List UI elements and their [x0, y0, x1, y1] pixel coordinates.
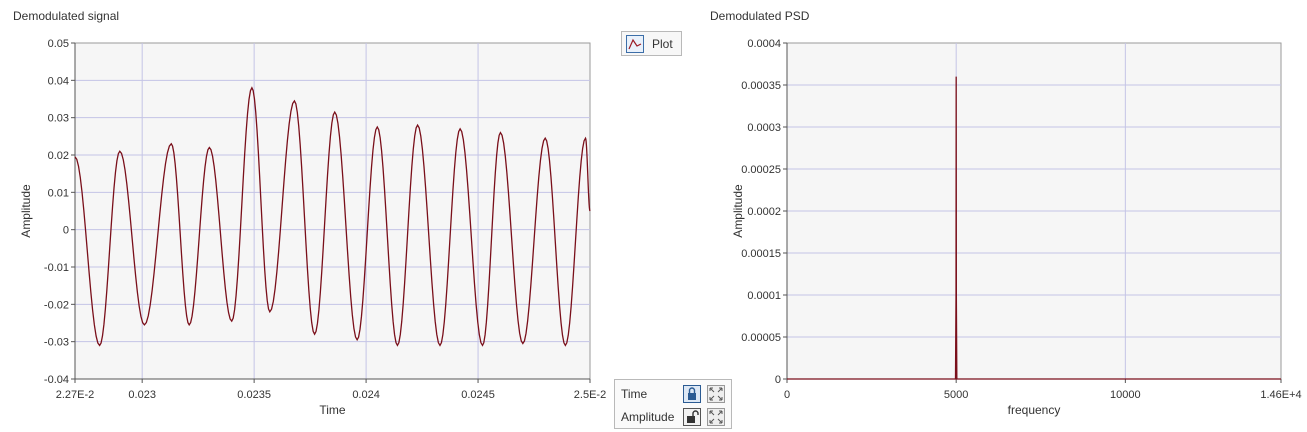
right-graph-title: Demodulated PSD: [710, 9, 810, 23]
series-line: [787, 76, 1281, 380]
x-axis-title: frequency: [1008, 403, 1061, 417]
y-tick-label: 0.00005: [741, 332, 781, 344]
x-tick-label: 0.0245: [461, 389, 495, 401]
right-chart[interactable]: 0 5000 10000 1.46E+4 0 0.00005 0.0001 0.00015 0.…: [731, 38, 1302, 417]
autoscale-icon[interactable]: [707, 408, 725, 426]
x-axis-title: Time: [319, 403, 346, 417]
y-tick-label: 0: [775, 374, 781, 386]
y-tick-label: 0.00015: [741, 248, 781, 260]
x-tick-label: 0.0235: [237, 389, 271, 401]
y-tick-label: 0.03: [48, 113, 69, 125]
plot-legend[interactable]: Plot: [621, 31, 682, 56]
series-line: [74, 86, 591, 347]
x-tick-label: 0: [784, 389, 790, 401]
scale-row-time: Time: [615, 383, 731, 405]
plot-area[interactable]: [74, 42, 591, 380]
y-tick-label: 0.0004: [747, 38, 781, 50]
y-tick-label: -0.04: [44, 374, 69, 386]
y-axis-title: Amplitude: [731, 184, 745, 238]
y-tick-label: 0.00035: [741, 80, 781, 92]
unlock-icon[interactable]: [683, 408, 701, 426]
x-tick-label: 0.024: [352, 389, 380, 401]
x-tick-label: 10000: [1110, 389, 1141, 401]
y-tick-label: 0.05: [48, 38, 69, 50]
x-tick-label: 0.023: [128, 389, 156, 401]
y-tick-label: 0.0002: [747, 206, 781, 218]
x-tick-label: 5000: [944, 389, 968, 401]
y-tick-label: -0.01: [44, 262, 69, 274]
y-tick-label: 0.04: [48, 75, 69, 87]
x-tick-label: 1.46E+4: [1260, 389, 1301, 401]
scale-row-label: Amplitude: [621, 410, 675, 424]
y-tick-label: 0.0003: [747, 122, 781, 134]
y-tick-label: 0.00025: [741, 164, 781, 176]
x-tick-label: 2.5E-2: [574, 389, 606, 401]
y-tick-label: -0.03: [44, 337, 69, 349]
scale-legend: Time Amplitude: [614, 379, 732, 429]
plot-line-icon: [626, 34, 644, 53]
y-tick-label: 0.02: [48, 150, 69, 162]
y-axis-title: Amplitude: [19, 184, 33, 238]
scale-row-label: Time: [621, 387, 648, 401]
y-tick-label: 0.0001: [747, 290, 781, 302]
lock-icon[interactable]: [683, 385, 701, 403]
y-tick-label: 0.01: [48, 187, 69, 199]
plot-legend-label: Plot: [652, 36, 673, 51]
scale-row-amplitude: Amplitude: [615, 406, 731, 428]
autoscale-icon[interactable]: [707, 385, 725, 403]
y-tick-label: 0: [63, 225, 69, 237]
left-graph-title: Demodulated signal: [13, 9, 120, 23]
x-tick-label: 2.27E-2: [56, 389, 95, 401]
y-tick-label: -0.02: [44, 299, 69, 311]
left-chart[interactable]: 2.27E-2 0.023 0.0235 0.024 0.0245 2.5E-2 -0.04…: [19, 38, 606, 417]
